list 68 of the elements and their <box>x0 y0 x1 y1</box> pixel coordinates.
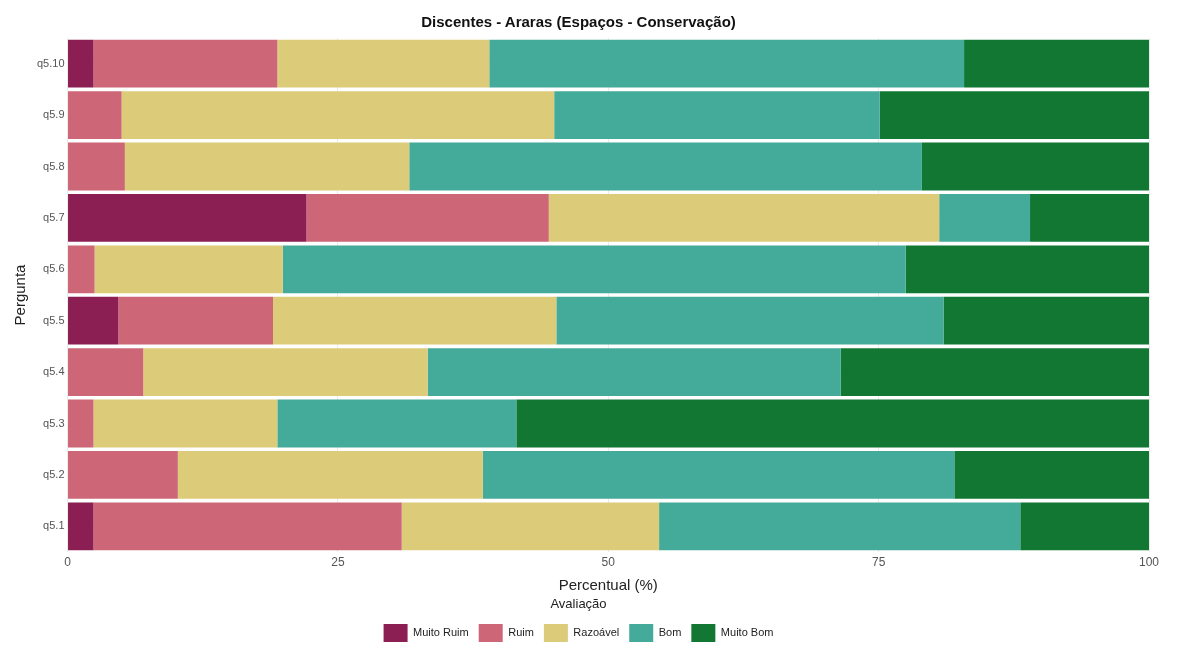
bar <box>516 399 1149 448</box>
bar <box>68 245 95 294</box>
bar <box>93 502 402 551</box>
bar <box>306 194 549 242</box>
x-tick-label: 25 <box>331 554 345 569</box>
bar <box>1020 502 1149 551</box>
x-axis-title: Percentual (%) <box>558 575 658 593</box>
bar <box>277 399 517 448</box>
legend-label: Razoável <box>573 626 620 639</box>
bar <box>121 91 555 139</box>
x-tick-label: 50 <box>601 554 616 569</box>
bar <box>409 142 922 191</box>
bar <box>964 39 1149 88</box>
bar <box>482 451 955 499</box>
y-tick-label: q5.9 <box>43 108 65 121</box>
y-tick-label: q5.3 <box>43 416 65 429</box>
bar <box>659 502 1021 551</box>
bar <box>1030 194 1149 242</box>
bar <box>124 142 410 191</box>
bar <box>68 348 144 396</box>
bar <box>427 348 841 396</box>
y-axis-title: Pergunta <box>11 263 29 326</box>
bar <box>273 296 557 345</box>
bar <box>943 296 1149 345</box>
bar <box>68 296 119 345</box>
bar <box>93 399 278 448</box>
legend-label: Bom <box>658 626 682 639</box>
chart-title: Discentes - Araras (Espaços - Conservação) <box>421 13 736 31</box>
legend-title: Avaliação <box>550 596 607 612</box>
bar <box>68 91 122 139</box>
legend-label: Muito Bom <box>720 626 774 639</box>
bar <box>548 194 940 242</box>
legend-label: Ruim <box>508 626 534 639</box>
bar <box>68 451 178 499</box>
bar <box>282 245 906 294</box>
bar <box>401 502 660 551</box>
bar <box>68 39 94 88</box>
y-tick-label: q5.4 <box>43 365 65 378</box>
y-tick-label: q5.2 <box>43 467 65 480</box>
x-tick-label: 0 <box>64 554 72 569</box>
bar <box>68 142 125 191</box>
bar <box>554 91 880 139</box>
bar <box>489 39 965 88</box>
bar <box>556 296 944 345</box>
bar <box>921 142 1149 191</box>
legend-label: Muito Ruim <box>413 626 469 639</box>
bar <box>94 245 283 294</box>
bar <box>939 194 1031 242</box>
y-tick-label: q5.6 <box>43 262 65 275</box>
bar <box>177 451 483 499</box>
y-tick-label: q5.1 <box>43 519 65 532</box>
bar <box>954 451 1149 499</box>
bar <box>68 399 94 448</box>
bar <box>93 39 278 88</box>
x-tick-label: 100 <box>1138 554 1160 569</box>
bar <box>143 348 428 396</box>
bar <box>68 502 94 551</box>
y-tick-label: q5.7 <box>43 210 65 223</box>
bar <box>118 296 274 345</box>
bar <box>68 194 307 242</box>
bar <box>879 91 1149 139</box>
bar <box>840 348 1149 396</box>
x-tick-label: 75 <box>871 554 886 569</box>
bar <box>277 39 490 88</box>
y-tick-label: q5.8 <box>43 159 65 172</box>
bar <box>905 245 1149 294</box>
y-tick-label: q5.10 <box>37 56 65 69</box>
y-tick-label: q5.5 <box>43 313 65 326</box>
